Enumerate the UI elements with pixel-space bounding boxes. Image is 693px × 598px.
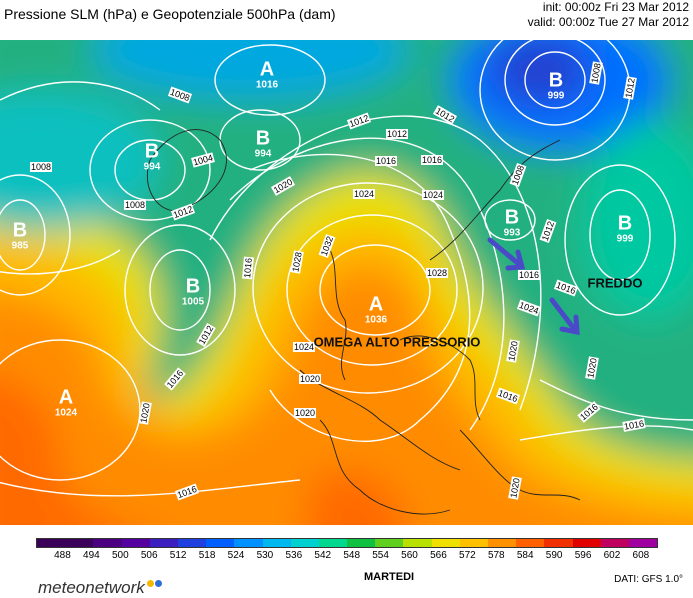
colorbar-tick-label: 596 <box>574 550 592 561</box>
map-field <box>0 40 693 525</box>
colorbar-tick-label: 530 <box>256 550 274 561</box>
colorbar-swatch <box>93 539 122 547</box>
omega-annotation: OMEGA ALTO PRESSORIO <box>313 334 481 350</box>
high-center: A 1024 <box>54 386 78 419</box>
isobar-label: 1008 <box>123 200 147 210</box>
data-credit: DATI: GFS 1.0° <box>614 574 683 585</box>
colorbar-swatch <box>431 539 460 547</box>
isobar-label: 1028 <box>425 268 449 278</box>
geopotential-colorbar: 488 494 500 506 512 518 524 530 536 542 548 554 560 5… <box>36 538 658 561</box>
valid-time: valid: 00:00z Tue 27 Mar 2012 <box>527 15 689 29</box>
low-center: B 999 <box>547 69 565 102</box>
colorbar-labels: 488 494 500 506 512 518 524 530 536 542 548 554 560 5… <box>36 550 658 561</box>
colorbar-tick-label: 584 <box>516 550 534 561</box>
isobar-label: 1016 <box>374 156 398 166</box>
colorbar-swatch <box>628 539 658 547</box>
colorbar-tick-label: 542 <box>314 550 332 561</box>
colorbar-swatch <box>262 539 291 547</box>
meteonetwork-logo: meteonetwork <box>38 578 163 598</box>
colorbar-swatch <box>149 539 178 547</box>
colorbar-tick-label: 602 <box>603 550 621 561</box>
colorbar-tick-label: 566 <box>430 550 447 561</box>
colorbar-tick-label: 572 <box>459 550 476 561</box>
low-center: B 999 <box>616 212 634 245</box>
init-time: init: 00:00z Fri 23 Mar 2012 <box>542 0 689 14</box>
colorbar-swatch <box>121 539 150 547</box>
cold-annotation: FREDDO <box>587 275 643 291</box>
colorbar-swatch <box>459 539 488 547</box>
run-info: init: 00:00z Fri 23 Mar 2012 valid: 00:0… <box>528 0 689 30</box>
isobar-label: 1020 <box>293 408 317 418</box>
colorbar-swatch <box>347 539 376 547</box>
colorbar-swatch <box>544 539 573 547</box>
colorbar-swatch <box>572 539 601 547</box>
colorbar-tick-label: 608 <box>632 550 650 561</box>
colorbar-tick-label: 506 <box>140 550 158 561</box>
low-center: B 985 <box>11 219 29 252</box>
colorbar-swatch <box>318 539 348 547</box>
colorbar-swatch <box>37 539 66 547</box>
coastlines <box>146 129 581 515</box>
high-center: A 1036 <box>364 293 388 326</box>
isobar-label: 1020 <box>298 374 322 384</box>
map-title: Pressione SLM (hPa) e Geopotenziale 500h… <box>4 6 336 22</box>
colorbar-tick-label: 512 <box>169 550 187 561</box>
isobar-label: 1024 <box>352 189 376 199</box>
low-center: B 1005 <box>181 275 205 308</box>
day-label: MARTEDI <box>364 571 415 583</box>
isobar-label: 1016 <box>242 256 254 280</box>
colorbar-swatch <box>375 539 404 547</box>
flow-arrows <box>487 237 580 336</box>
colorbar-tick-label: 488 <box>54 550 71 561</box>
isobar-label: 1024 <box>421 190 445 200</box>
colorbar-swatch <box>290 539 319 547</box>
low-center: B 994 <box>254 127 272 160</box>
colorbar-tick-label: 518 <box>198 550 216 561</box>
colorbar-tick-label: 548 <box>343 550 361 561</box>
colorbar-tick-label: 554 <box>372 550 389 561</box>
colorbar-swatches <box>36 538 658 548</box>
colorbar-swatch <box>65 539 94 547</box>
colorbar-swatch <box>234 539 263 547</box>
isobar-label: 1012 <box>385 129 409 139</box>
colorbar-tick-label: 590 <box>545 550 563 561</box>
colorbar-tick-label: 560 <box>401 550 418 561</box>
isobar-label: 1016 <box>420 155 444 165</box>
colorbar-swatch <box>516 539 545 547</box>
colorbar-tick-label: 524 <box>227 550 245 561</box>
colorbar-swatch <box>206 539 235 547</box>
colorbar-swatch <box>177 539 207 547</box>
colorbar-tick-label: 536 <box>285 550 303 561</box>
colorbar-swatch <box>600 539 629 547</box>
low-center: B 993 <box>503 206 521 239</box>
weather-map: B 985 B 994 A 1016 B 994 B 1005 A 1024 A 1036 B… <box>0 40 693 525</box>
colorbar-tick-label: 494 <box>83 550 100 561</box>
high-center: A 1016 <box>255 58 279 91</box>
colorbar-tick-label: 500 <box>111 550 129 561</box>
isobar-label: 1016 <box>517 270 541 280</box>
colorbar-tick-label: 578 <box>487 550 505 561</box>
isobar-label: 1008 <box>29 162 53 172</box>
isobar-label: 1024 <box>292 342 316 352</box>
low-center: B 994 <box>143 140 161 173</box>
colorbar-swatch <box>403 539 432 547</box>
colorbar-swatch <box>488 539 517 547</box>
